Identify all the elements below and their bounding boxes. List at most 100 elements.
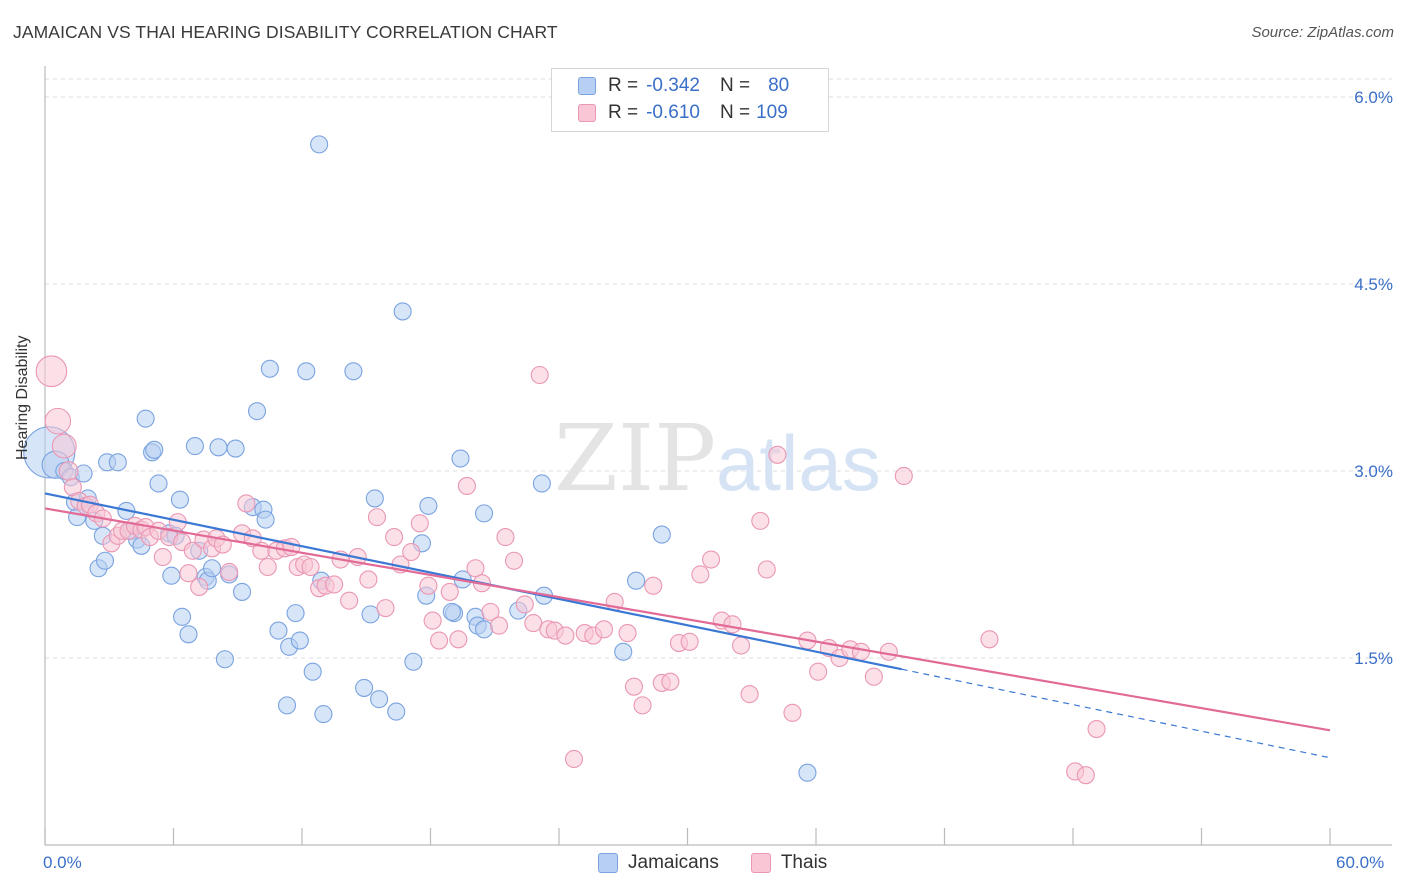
y-tick-label: 1.5%: [1354, 649, 1393, 668]
jamaican-point: [232, 582, 252, 601]
jamaican-point: [277, 696, 297, 715]
series-legend: Jamaicans Thais: [598, 852, 859, 874]
source-label: Source: ZipAtlas.com: [1251, 24, 1394, 41]
jamaican-point: [247, 402, 267, 421]
thai-point: [220, 562, 239, 582]
y-tick-label: 4.5%: [1354, 275, 1393, 294]
jamaicans-n-label: N =: [719, 75, 751, 96]
jamaican-point: [170, 490, 189, 509]
thai-point: [723, 615, 742, 634]
legend-item-thais[interactable]: Thais: [750, 852, 828, 874]
jamaican-point: [652, 525, 671, 544]
jamaican-point: [404, 652, 423, 671]
thai-point: [44, 407, 72, 435]
thai-point: [1087, 720, 1106, 739]
thai-point: [633, 696, 652, 715]
thai-point: [980, 630, 999, 649]
watermark-zip: ZIP: [554, 405, 716, 512]
thais-r-value: -0.610: [646, 102, 700, 123]
thai-point: [183, 541, 202, 560]
thai-point: [680, 632, 699, 651]
thai-point: [153, 547, 172, 567]
jamaican-point: [290, 631, 309, 650]
thais-n-label: N =: [719, 102, 751, 123]
jamaican-point: [365, 489, 384, 508]
thai-point: [190, 577, 209, 596]
thai-point: [367, 508, 387, 527]
thai-point: [851, 642, 871, 661]
thai-point: [301, 557, 320, 577]
thai-point: [1076, 766, 1095, 785]
jamaican-point: [215, 650, 234, 669]
thai-point: [751, 511, 770, 530]
legend-row-jamaicans: R = -0.342 N = 80: [578, 75, 789, 97]
jamaican-point: [393, 302, 412, 321]
thai-point: [481, 602, 500, 621]
thai-point: [691, 565, 710, 584]
x-min-label: 0.0%: [43, 853, 82, 872]
thai-point: [410, 514, 429, 533]
thai-point: [740, 685, 759, 704]
jamaicans-legend-swatch: [598, 853, 618, 873]
trend-lines: [44, 492, 1331, 759]
jamaican-point: [95, 551, 115, 570]
thai-point: [864, 667, 883, 686]
thai-point: [644, 576, 663, 595]
jamaican-point: [269, 621, 288, 640]
jamaicans-legend-label: Jamaicans: [628, 852, 719, 873]
jamaicans-swatch: [578, 77, 596, 95]
jamaican-point: [173, 607, 192, 626]
thai-point: [894, 466, 913, 486]
jamaicans-r-label: R =: [608, 75, 639, 96]
watermark-atlas: atlas: [716, 419, 881, 507]
thai-point: [419, 576, 438, 595]
legend-item-jamaicans[interactable]: Jamaicans: [598, 852, 719, 874]
thai-point: [530, 365, 549, 385]
jamaican-point: [149, 474, 168, 493]
jamaican-point: [203, 559, 222, 578]
grid-lines: [45, 78, 1392, 659]
watermark: ZIP atlas: [554, 405, 881, 512]
jamaican-point: [260, 359, 279, 378]
jamaican-point: [798, 763, 817, 782]
thai-point: [489, 616, 509, 635]
jamaicans-r-value: -0.342: [646, 75, 700, 96]
thai-point: [376, 599, 395, 618]
thai-point: [661, 672, 680, 691]
chart-title: JAMAICAN VS THAI HEARING DISABILITY CORR…: [13, 22, 558, 42]
thai-point: [385, 528, 404, 547]
jamaican-point: [297, 362, 316, 381]
thai-point: [466, 559, 485, 578]
thais-trend-line: [44, 507, 1331, 732]
thai-point: [430, 631, 449, 650]
thai-point: [556, 626, 575, 645]
x-max-label: 60.0%: [1336, 853, 1385, 872]
thais-legend-label: Thais: [780, 852, 828, 873]
jamaican-point: [355, 678, 374, 697]
thai-point: [35, 355, 68, 388]
thais-n-value: 109: [756, 102, 788, 123]
thai-point: [757, 560, 776, 579]
thais-swatch: [578, 104, 596, 122]
thai-point: [879, 642, 898, 661]
jamaican-point: [162, 566, 181, 585]
thai-point: [768, 445, 787, 464]
thai-point: [423, 611, 442, 630]
jamaican-point: [627, 571, 646, 590]
thai-point: [564, 749, 584, 769]
legend-row-thais: R = -0.610 N = 109: [578, 102, 788, 124]
thai-point: [457, 476, 476, 496]
thai-point: [783, 703, 802, 722]
jamaican-point: [303, 662, 322, 681]
thai-point: [515, 595, 534, 614]
jamaican-point: [256, 510, 275, 529]
y-tick-label: 6.0%: [1354, 88, 1393, 107]
jamaicans-trend-extension: [901, 668, 1331, 759]
jamaican-point: [136, 409, 155, 428]
thai-point: [258, 557, 277, 577]
thai-point: [496, 528, 515, 547]
jamaican-point: [209, 438, 228, 457]
thai-point: [51, 433, 77, 459]
thai-point: [340, 591, 359, 610]
